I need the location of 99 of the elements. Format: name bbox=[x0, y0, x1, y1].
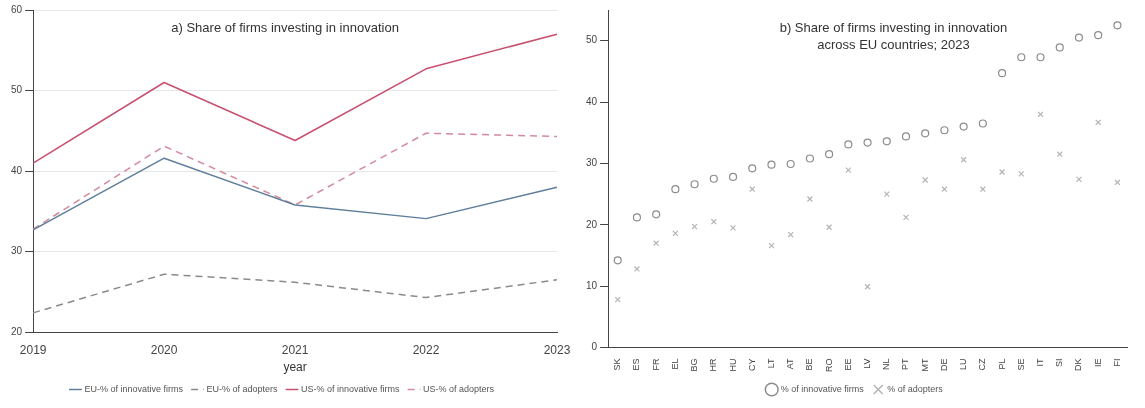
y-tick-label: 20 bbox=[11, 325, 23, 337]
point bbox=[941, 186, 948, 193]
point bbox=[652, 210, 661, 219]
x-tick-label: HR bbox=[708, 358, 719, 372]
legend-label: EU-% of innovative firms bbox=[84, 383, 184, 394]
x-tick-label: FR bbox=[650, 358, 661, 371]
legend-label: US-% of adopters bbox=[423, 383, 495, 394]
point bbox=[845, 167, 852, 174]
point bbox=[826, 224, 833, 231]
point bbox=[1037, 111, 1044, 118]
x-tick-label: DK bbox=[1073, 358, 1084, 372]
point bbox=[1095, 119, 1102, 126]
x-tick-label: EL bbox=[669, 358, 680, 370]
x-tick-label: CZ bbox=[977, 358, 988, 371]
point bbox=[787, 231, 794, 238]
x-tick-label: HU bbox=[727, 358, 738, 372]
point bbox=[805, 154, 815, 163]
x-tick-label: 2023 bbox=[543, 342, 571, 357]
x-tick-label: PT bbox=[900, 358, 911, 371]
point bbox=[729, 224, 737, 231]
x-tick-label: LU bbox=[958, 358, 969, 371]
x-tick-label: IT bbox=[1035, 358, 1045, 367]
x-tick-label: SI bbox=[1054, 358, 1065, 368]
y-tick-label: 0 bbox=[591, 341, 598, 353]
line-series bbox=[32, 132, 558, 230]
point bbox=[1017, 53, 1026, 62]
y-tick-label: 50 bbox=[586, 34, 598, 46]
x-tick-label: SK bbox=[612, 358, 623, 371]
x-tick-label: MT bbox=[919, 358, 930, 372]
point bbox=[690, 180, 699, 189]
line-series bbox=[32, 273, 558, 314]
point bbox=[1074, 33, 1084, 42]
y-tick-label: 20 bbox=[586, 218, 598, 230]
point bbox=[825, 150, 834, 159]
point bbox=[632, 213, 642, 222]
point bbox=[767, 160, 776, 169]
point bbox=[901, 132, 911, 141]
text: b) Share of firms investing in innovation across EU countries; 2023 bbox=[779, 20, 1008, 53]
point bbox=[863, 138, 872, 147]
point bbox=[728, 172, 738, 182]
x-tick-label: LT bbox=[765, 358, 776, 369]
legend-label: EU-% of adopters bbox=[206, 383, 278, 394]
x-tick-label: LV bbox=[862, 358, 873, 369]
point bbox=[1036, 53, 1045, 62]
x-tick-label: 2021 bbox=[281, 342, 309, 357]
x-tick-label: SE bbox=[1015, 358, 1026, 371]
point bbox=[882, 137, 891, 146]
legend-label: % of innovative firms bbox=[780, 383, 865, 394]
x-tick-label: CY bbox=[746, 358, 757, 372]
y-tick-label: 10 bbox=[586, 279, 598, 291]
point bbox=[883, 191, 890, 198]
point bbox=[997, 69, 1007, 78]
point bbox=[749, 186, 756, 193]
point bbox=[1018, 170, 1025, 177]
x-tick-label: 2022 bbox=[412, 342, 440, 357]
y-tick-label: 40 bbox=[586, 95, 598, 107]
point bbox=[1113, 21, 1122, 30]
text: a) Share of firms investing in innovation bbox=[171, 20, 399, 36]
point bbox=[959, 122, 968, 131]
point bbox=[922, 176, 929, 184]
point bbox=[1055, 43, 1064, 52]
y-tick-label: 30 bbox=[586, 157, 598, 169]
x-tick-label: DE bbox=[938, 358, 949, 372]
x-tick-label: ES bbox=[631, 358, 642, 371]
point bbox=[940, 126, 949, 135]
point bbox=[709, 174, 718, 183]
x-tick-label: RO bbox=[823, 358, 834, 372]
y-tick-label: 30 bbox=[11, 245, 23, 257]
point bbox=[671, 185, 680, 194]
point bbox=[806, 195, 813, 203]
point bbox=[902, 214, 910, 221]
legend-label: US-% of innovative firms bbox=[301, 383, 401, 394]
point bbox=[864, 283, 871, 290]
x-tick-label: IE bbox=[1092, 358, 1103, 368]
y-tick-label: 50 bbox=[11, 84, 23, 96]
x-axis-title: year bbox=[283, 360, 307, 375]
point bbox=[613, 256, 622, 265]
x-tick-label: NL bbox=[881, 358, 892, 371]
point bbox=[921, 129, 930, 138]
point bbox=[768, 242, 775, 249]
point bbox=[844, 140, 853, 149]
x-tick-label: BE bbox=[804, 358, 815, 371]
x-tick-label: AT bbox=[785, 358, 796, 370]
y-tick-label: 60 bbox=[11, 3, 23, 15]
x-tick-label: PL bbox=[996, 358, 1007, 370]
x-tick-label: EE bbox=[842, 358, 853, 371]
point bbox=[1075, 176, 1083, 183]
point bbox=[614, 296, 621, 303]
y-tick-label: 40 bbox=[11, 164, 23, 176]
point bbox=[1094, 31, 1103, 40]
point bbox=[786, 159, 795, 169]
x-tick-label: BG bbox=[689, 358, 700, 372]
x-tick-label: FI bbox=[1111, 358, 1122, 367]
point bbox=[978, 119, 987, 128]
x-tick-label: 2019 bbox=[19, 342, 47, 357]
point bbox=[710, 218, 717, 225]
legend-label: % of adopters bbox=[887, 383, 944, 394]
x-tick-label: 2020 bbox=[150, 342, 178, 357]
point bbox=[748, 164, 757, 173]
